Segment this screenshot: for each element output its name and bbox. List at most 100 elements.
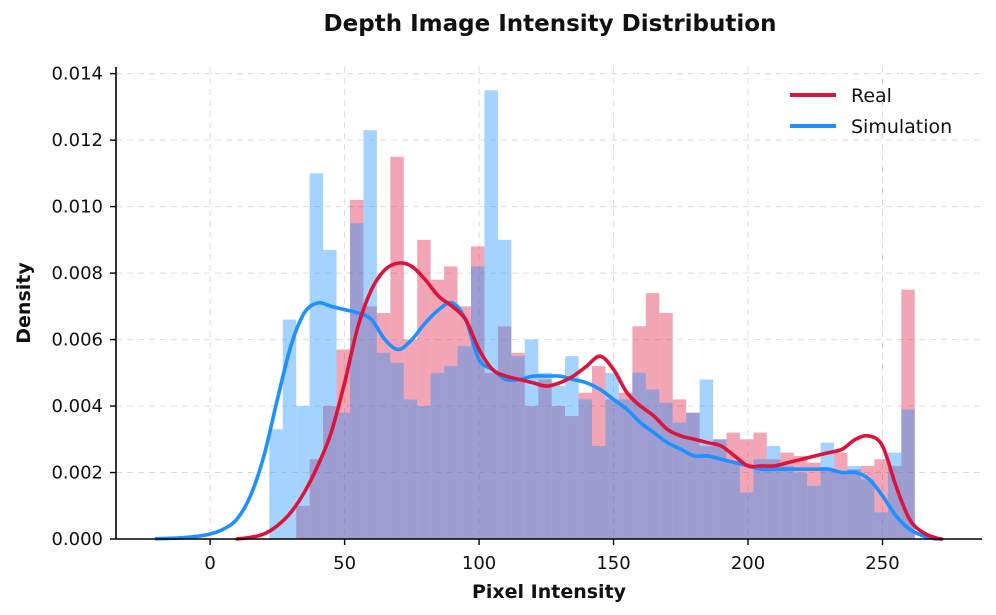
- kde-line-real: [235, 261, 944, 541]
- hist-bar-simulation: [323, 249, 337, 539]
- hist-bar-simulation: [766, 445, 781, 539]
- hist-bar-real: [901, 289, 915, 539]
- x-tick-label: 50: [333, 553, 356, 574]
- hist-bar-real: [793, 455, 808, 539]
- hist-bar-real: [592, 366, 606, 539]
- axes: 0 50 100 150 200 250 0.000 0.002 0.004 0.006 0.008…: [51, 64, 982, 574]
- kde-curves: [154, 261, 944, 541]
- hist-bar-simulation: [497, 239, 512, 539]
- hist-bar-simulation: [296, 406, 310, 539]
- x-tick-label: 200: [731, 553, 765, 574]
- hist-bar-real: [551, 406, 566, 539]
- hist-bar-real: [766, 459, 781, 539]
- hist-bar-simulation: [713, 439, 727, 539]
- hist-bar-real: [376, 312, 391, 539]
- y-axis-label: Density: [13, 262, 35, 344]
- x-tick-label: 100: [462, 553, 496, 574]
- hist-bar-real: [860, 465, 875, 539]
- x-tick-label: 0: [204, 553, 215, 574]
- hist-bar-simulation: [551, 386, 566, 539]
- hist-bar-simulation: [834, 472, 848, 539]
- hist-bar-real: [565, 416, 579, 539]
- hist-bar-simulation: [699, 379, 714, 539]
- hist-bar-simulation: [269, 429, 283, 539]
- hist-bar-simulation: [592, 445, 606, 539]
- hist-bar-real: [847, 469, 861, 539]
- hist-bar-real: [457, 306, 472, 539]
- hist-bar-real: [349, 199, 364, 539]
- hist-bar-real: [578, 392, 593, 539]
- y-tick-label: 0.014: [51, 64, 103, 85]
- hist-bar-real: [430, 279, 445, 539]
- hist-bar-simulation: [686, 412, 700, 539]
- hist-bar-real: [444, 266, 458, 539]
- legend-label-simulation: Simulation: [851, 116, 952, 138]
- hist-bar-real: [605, 399, 619, 539]
- hist-bar-simulation: [605, 372, 619, 539]
- hist-bar-real: [753, 432, 767, 539]
- hist-bar-simulation: [309, 173, 324, 539]
- hist-bar-simulation: [471, 266, 485, 539]
- x-tick-label: 150: [596, 553, 630, 574]
- hist-bar-real: [632, 326, 646, 539]
- y-tick-label: 0.008: [51, 263, 103, 284]
- hist-bar-real: [538, 379, 552, 539]
- hist-bar-real: [874, 459, 888, 539]
- hist-bar-simulation: [739, 492, 754, 539]
- hist-bar-real: [471, 246, 485, 539]
- y-tick-label: 0.000: [51, 529, 103, 550]
- hist-bar-real: [780, 452, 794, 539]
- hist-bar-simulation: [847, 465, 861, 539]
- hist-bar-real: [511, 352, 525, 539]
- hist-bar-simulation: [430, 372, 445, 539]
- hist-bar-simulation: [632, 372, 646, 539]
- hist-bar-simulation: [282, 319, 297, 539]
- hist-bar-real: [524, 406, 539, 539]
- y-tick-label: 0.002: [51, 463, 103, 484]
- hist-bar-real: [296, 505, 310, 539]
- hist-bar-simulation: [484, 90, 498, 539]
- hist-bar-simulation: [645, 389, 660, 539]
- hist-bar-simulation: [753, 459, 767, 539]
- x-tick-label: 250: [865, 553, 899, 574]
- hist-bar-real: [363, 306, 377, 539]
- hist-bar-simulation: [417, 406, 431, 539]
- x-axis-label: Pixel Intensity: [472, 581, 627, 603]
- hist-bar-real: [323, 406, 337, 539]
- hist-bar-simulation: [336, 412, 350, 539]
- y-tick-label: 0.004: [51, 396, 103, 417]
- hist-bar-simulation: [672, 422, 687, 539]
- hist-bar-real: [618, 392, 633, 539]
- hist-bar-simulation: [578, 399, 593, 539]
- hist-bar-simulation: [860, 479, 875, 539]
- hist-bar-real: [686, 412, 700, 539]
- hist-bar-simulation: [793, 472, 808, 539]
- hist-bar-simulation: [820, 442, 835, 539]
- y-tick-label: 0.012: [51, 130, 103, 151]
- hist-bar-real: [699, 445, 714, 539]
- hist-bar-simulation: [363, 130, 377, 540]
- legend-label-real: Real: [851, 85, 892, 107]
- hist-bar-simulation: [726, 462, 740, 539]
- hist-bar-real: [484, 372, 498, 539]
- hist-bar-simulation: [403, 399, 418, 539]
- hist-bar-simulation: [618, 399, 633, 539]
- hist-bar-simulation: [511, 356, 525, 539]
- legend: Real Simulation: [790, 85, 952, 138]
- hist-bar-simulation: [444, 366, 458, 539]
- hist-bar-simulation: [659, 402, 673, 539]
- hist-bar-real: [403, 339, 418, 539]
- hist-bar-simulation: [524, 339, 539, 539]
- hist-bar-real: [713, 439, 727, 539]
- hist-bar-real: [417, 239, 431, 539]
- hist-bar-simulation: [538, 372, 552, 539]
- hist-bar-simulation: [807, 485, 821, 539]
- y-tick-label: 0.010: [51, 197, 103, 218]
- hist-bar-simulation: [780, 465, 794, 539]
- chart-title: Depth Image Intensity Distribution: [324, 11, 777, 37]
- hist-bar-simulation: [457, 346, 472, 539]
- hist-bar-simulation: [349, 223, 364, 540]
- hist-bar-real: [807, 462, 821, 539]
- hist-bar-simulation: [376, 352, 391, 539]
